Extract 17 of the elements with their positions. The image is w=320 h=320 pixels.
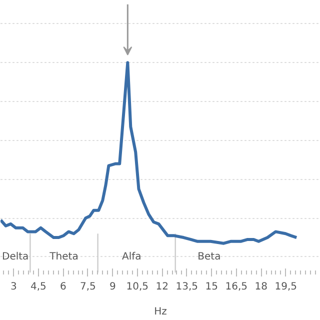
annotation: Delta — [2, 251, 29, 262]
x-tick-label: 3 — [10, 282, 17, 292]
x-tick-label: 15 — [205, 282, 218, 292]
x-tick-label: 7,5 — [80, 282, 96, 292]
x-tick-label: 16,5 — [225, 282, 248, 292]
x-axis-title: Hz — [154, 306, 167, 318]
x-tick-label: 18 — [254, 282, 268, 292]
x-tick-label: 19,5 — [274, 282, 297, 292]
x-tick-label: 4,5 — [30, 282, 46, 292]
x-tick-label: 6 — [60, 282, 66, 292]
annotation: Alfa — [122, 251, 142, 262]
x-tick-label: 9 — [109, 282, 116, 292]
x-tick-label: 10,5 — [126, 282, 149, 292]
annotation: Theta — [48, 251, 78, 262]
annotation: Beta — [198, 251, 221, 262]
x-tick-label: 12 — [156, 282, 169, 292]
x-tick-label: 13,5 — [176, 282, 198, 292]
